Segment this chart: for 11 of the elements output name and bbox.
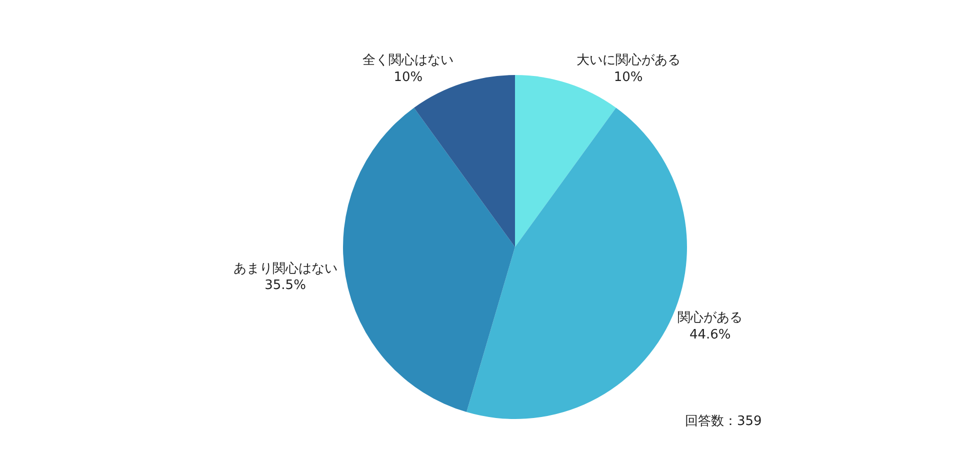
slice-label: 全く関心はない [362,52,454,68]
data-label: 35.5% [264,278,306,294]
slice-label: 関心がある [678,310,743,326]
pie-slice [343,108,515,412]
text: 回答数：359 [685,414,762,429]
pie-slice [515,75,616,247]
data-label: 44.6% [689,327,731,342]
data-label: 10% [394,70,423,85]
slice-label: あまり関心はない [233,260,338,276]
data-label: 10% [614,70,643,85]
slice-label: 大いに関心がある [576,52,680,68]
